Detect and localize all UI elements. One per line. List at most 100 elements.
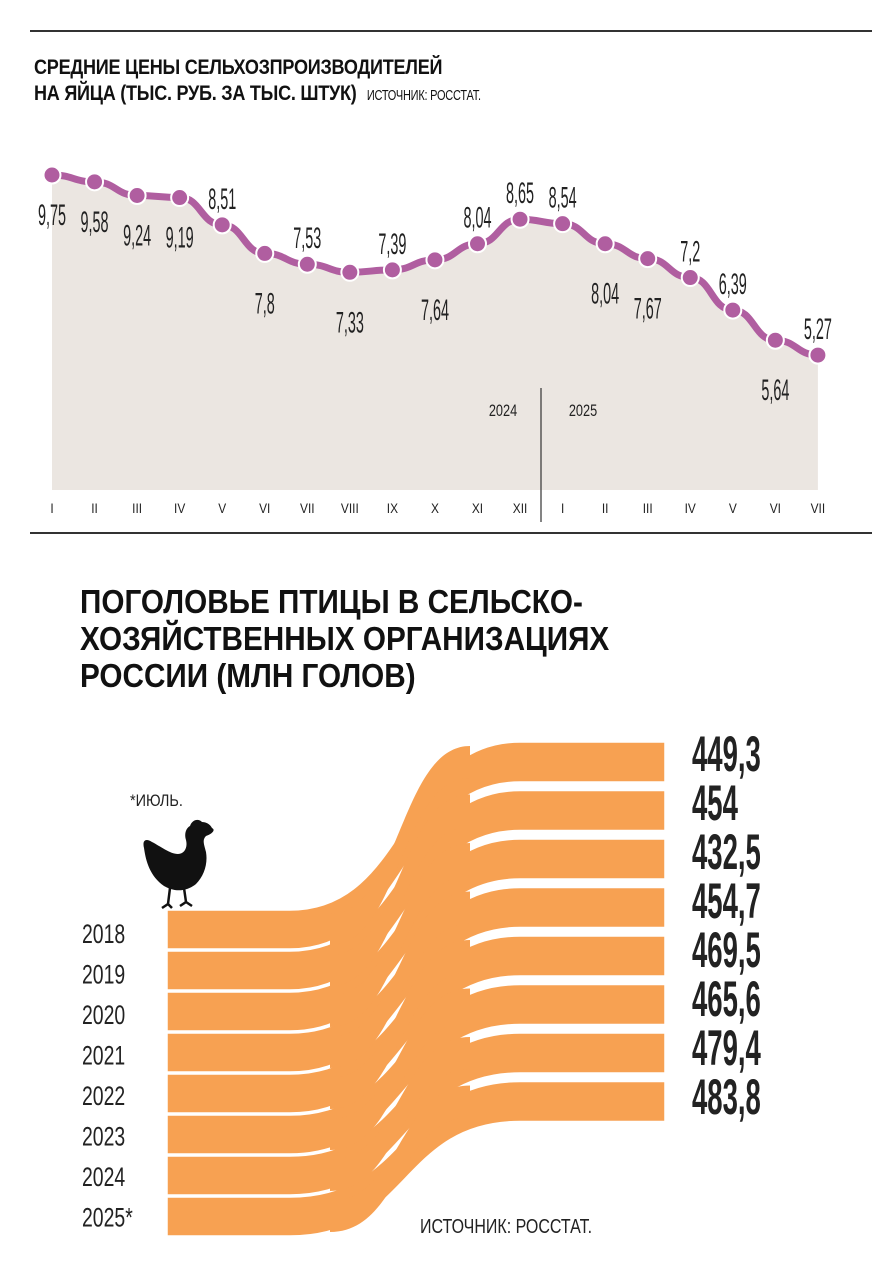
data-point [42,165,62,185]
chart1-title-line1: СРЕДНИЕ ЦЕНЫ СЕЛЬХОЗПРОИЗВОДИТЕЛЕЙ [34,56,443,79]
data-point [723,300,743,320]
data-label: 7,8 [255,287,275,320]
data-point [382,260,402,280]
x-tick-label: XII [513,500,528,516]
year-label: 2023 [82,1121,125,1151]
data-point [765,330,785,350]
x-tick-label: VII [811,500,826,516]
data-label: 8,65 [506,176,534,209]
data-point [638,249,658,269]
chart2-source: ИСТОЧНИК: РОССТАТ. [420,1215,592,1237]
flow-band-core [330,794,470,986]
x-tick-label: V [729,500,737,516]
year-label: 2025* [82,1202,133,1232]
year-label: 2019 [82,959,125,989]
x-tick-label: VI [259,500,270,516]
flow-band-core [330,1037,470,1191]
x-tick-label: IV [174,500,186,516]
footnote: *ИЮЛЬ. [130,792,183,810]
year-label-2024: 2024 [489,401,517,420]
data-label: 7,39 [378,227,406,260]
data-label: 8,51 [208,182,236,215]
data-label: 5,27 [804,312,832,345]
x-tick-label: III [132,500,142,516]
x-tick-label: II [91,500,98,516]
data-label: 8,04 [591,277,619,310]
data-label: 5,64 [761,373,789,406]
flow-band-core [330,988,470,1150]
x-tick-label: XI [472,500,483,516]
flow-band-core [330,746,470,945]
value-label: 479,4 [692,1019,761,1076]
data-point [468,234,487,254]
year-label: 2021 [82,1040,125,1070]
x-tick-label: I [561,500,564,516]
x-tick-label: IV [685,500,697,516]
data-label: 7,33 [336,306,364,339]
data-label: 9,19 [166,221,194,254]
chicken-body [143,819,214,891]
data-label: 8,04 [463,201,491,234]
data-label: 7,64 [421,293,449,326]
chart2-title-line1: ПОГОЛОВЬЕ ПТИЦЫ В СЕЛЬСКО- [80,583,583,620]
value-label: 469,5 [692,921,761,978]
data-label: 7,2 [680,235,700,268]
x-tick-label: III [643,500,653,516]
flow-band-core [330,891,470,1068]
data-point [212,215,232,235]
value-label: 432,5 [692,823,761,880]
flow-band-core [330,843,470,1027]
data-point [553,214,573,234]
data-point [255,243,275,263]
value-label: 454 [692,774,738,831]
data-label: 8,54 [549,181,577,214]
x-tick-label: IX [387,500,399,516]
x-tick-label: VII [300,500,315,516]
chart2-title: ПОГОЛОВЬЕ ПТИЦЫ В СЕЛЬСКО- ХОЗЯЙСТВЕННЫХ… [80,583,609,694]
flow-band-core [330,940,470,1109]
year-label: 2024 [82,1162,125,1192]
data-point [127,186,147,206]
data-label: 9,24 [123,219,151,252]
value-label: 483,8 [692,1068,761,1125]
data-label: 9,58 [81,205,109,238]
data-label: 9,75 [38,198,66,231]
data-point [85,172,105,192]
value-label: 465,6 [692,970,761,1027]
x-tick-label: X [431,500,439,516]
chicken-legs [161,887,193,910]
chart1-title: СРЕДНИЕ ЦЕНЫ СЕЛЬХОЗПРОИЗВОДИТЕЛЕЙ НА ЯЙЦ… [34,55,501,109]
data-point [510,209,530,229]
year-label: 2020 [82,1000,125,1030]
chart1-source: ИСТОЧНИК: РОССТАТ. [366,87,481,104]
egg-price-chart: 2024 20259,75I9,58II9,24III9,19IV8,51V7,8… [38,165,832,522]
x-tick-label: VIII [341,500,359,516]
data-label: 7,67 [634,292,662,325]
data-point [425,250,445,270]
section-divider [30,532,872,534]
x-tick-label: V [218,500,226,516]
chart2-title-line2: ХОЗЯЙСТВЕННЫХ ОРГАНИЗАЦИЯХ [80,620,610,657]
chart1-title-line2: НА ЯЙЦА (ТЫС. РУБ. ЗА ТЫС. ШТУК) [34,82,357,105]
data-point [170,188,190,208]
data-point [340,262,360,282]
x-tick-label: I [50,500,53,516]
value-label: 454,7 [692,872,761,929]
data-point [808,345,828,365]
year-label: 2022 [82,1081,125,1111]
flow-band-core [330,1085,470,1232]
value-label: 449,3 [692,725,761,782]
data-point [297,254,317,274]
x-tick-label: II [602,500,609,516]
data-point [680,268,700,288]
chicken-icon [143,819,214,910]
year-label: 2018 [82,919,125,949]
data-label: 7,53 [293,221,321,254]
x-tick-label: VI [770,500,781,516]
chart2-title-line3: РОССИИ (МЛН ГОЛОВ) [80,657,416,694]
data-point [595,234,615,254]
year-label-2025: 2025 [569,401,597,420]
data-label: 6,39 [719,267,747,300]
top-rule [30,30,872,32]
